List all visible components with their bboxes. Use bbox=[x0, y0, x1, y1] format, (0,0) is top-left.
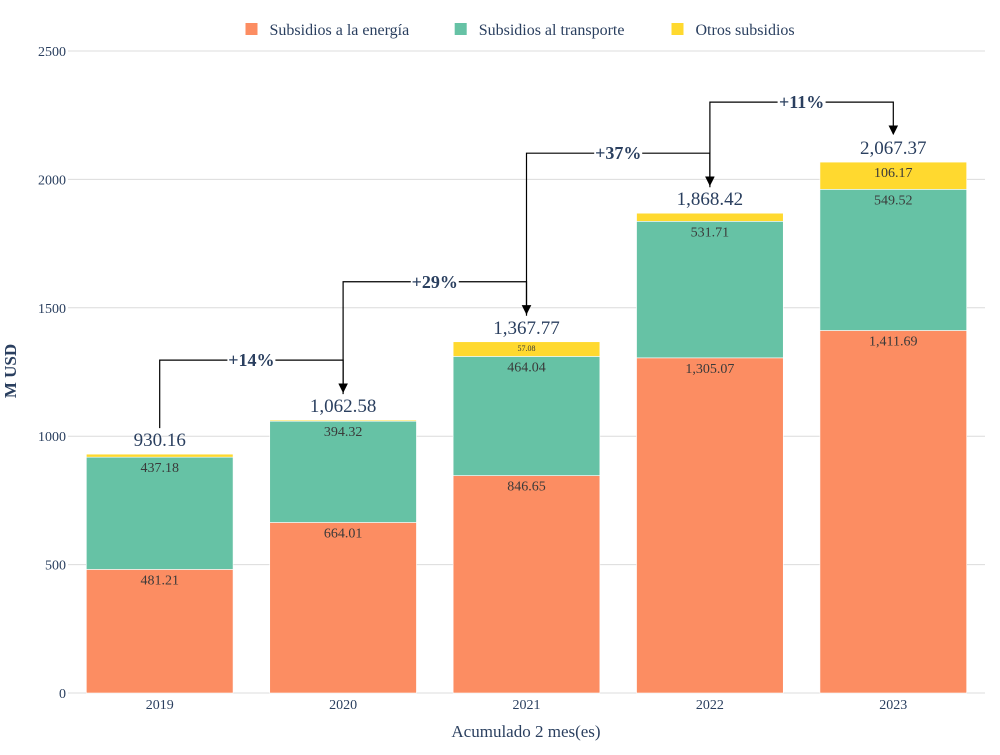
bar-segment bbox=[269, 419, 417, 422]
bar-segment bbox=[452, 475, 601, 694]
total-value-label: 930.16 bbox=[134, 430, 186, 451]
segment-value-label: 464.04 bbox=[507, 360, 546, 375]
segment-value-label: 57.08 bbox=[518, 344, 536, 353]
legend-swatch bbox=[454, 23, 467, 35]
legend-swatch bbox=[671, 23, 684, 35]
x-tick-label: 2021 bbox=[513, 698, 541, 713]
bar-segment bbox=[819, 161, 967, 190]
growth-label-background bbox=[594, 141, 643, 164]
legend-swatch bbox=[245, 23, 258, 35]
segment-value-label: 531.71 bbox=[691, 225, 730, 240]
axes: M USD Acumulado 2 mes(es) 0 500 1000 1500 20… bbox=[1, 45, 907, 741]
bar-segment bbox=[269, 522, 417, 694]
y-tick-label: 1500 bbox=[38, 302, 66, 317]
legend-label: Subsidios al transporte bbox=[479, 22, 625, 39]
growth-connector bbox=[159, 359, 348, 429]
total-value-label: 1,868.42 bbox=[677, 189, 744, 210]
growth-label: +29% bbox=[412, 272, 458, 292]
growth-label-background bbox=[227, 348, 276, 371]
growth-label-background bbox=[777, 90, 826, 113]
growth-annotations: +14% +29% +37% +11% bbox=[159, 90, 899, 429]
growth-label: +11% bbox=[779, 92, 824, 112]
y-tick-label: 0 bbox=[59, 687, 66, 702]
bar-segment bbox=[452, 341, 601, 357]
x-tick-label: 2023 bbox=[879, 698, 907, 713]
bars bbox=[86, 161, 967, 694]
segment-value-label: 394.32 bbox=[324, 425, 363, 440]
y-tick-label: 500 bbox=[45, 559, 66, 574]
segment-value-label: 106.17 bbox=[874, 166, 913, 181]
growth-label-background bbox=[410, 269, 459, 292]
bar-segment bbox=[636, 212, 784, 222]
legend: Subsidios a la energía Subsidios al trans… bbox=[245, 22, 795, 39]
x-tick-label: 2020 bbox=[329, 698, 357, 713]
bar-segment bbox=[636, 357, 784, 694]
segment-value-label: 549.52 bbox=[874, 193, 913, 208]
y-axis-title: M USD bbox=[1, 344, 20, 398]
data-labels: 481.21 437.18 930.16 664.01 394.32 1,062.58 84… bbox=[134, 138, 927, 588]
bar-segment bbox=[819, 189, 967, 331]
segment-value-label: 846.65 bbox=[507, 480, 546, 495]
x-tick-label: 2019 bbox=[146, 698, 174, 713]
bar-segment bbox=[86, 453, 234, 458]
bar-segment bbox=[86, 569, 234, 694]
total-value-label: 1,062.58 bbox=[310, 396, 377, 417]
total-value-label: 1,367.77 bbox=[493, 318, 560, 339]
bar-segment bbox=[86, 456, 234, 570]
bar-segment bbox=[819, 330, 967, 694]
y-tick-label: 2500 bbox=[38, 45, 66, 60]
y-tick-label: 2000 bbox=[38, 173, 66, 188]
growth-label: +14% bbox=[228, 350, 274, 370]
segment-value-label: 481.21 bbox=[140, 573, 179, 588]
growth-label: +37% bbox=[595, 143, 641, 163]
total-value-label: 2,067.37 bbox=[860, 138, 927, 159]
segment-value-label: 664.01 bbox=[324, 526, 363, 541]
bar-segment bbox=[636, 221, 784, 359]
legend-label: Otros subsidios bbox=[696, 22, 795, 39]
x-axis-title: Acumulado 2 mes(es) bbox=[451, 722, 600, 741]
segment-value-label: 437.18 bbox=[140, 461, 179, 476]
legend-label: Subsidios a la energía bbox=[270, 22, 410, 39]
y-tick-label: 1000 bbox=[38, 430, 66, 445]
bar-segment bbox=[452, 356, 601, 476]
segment-value-label: 1,411.69 bbox=[869, 334, 917, 349]
segment-value-label: 1,305.07 bbox=[685, 362, 734, 377]
x-tick-label: 2022 bbox=[696, 698, 724, 713]
